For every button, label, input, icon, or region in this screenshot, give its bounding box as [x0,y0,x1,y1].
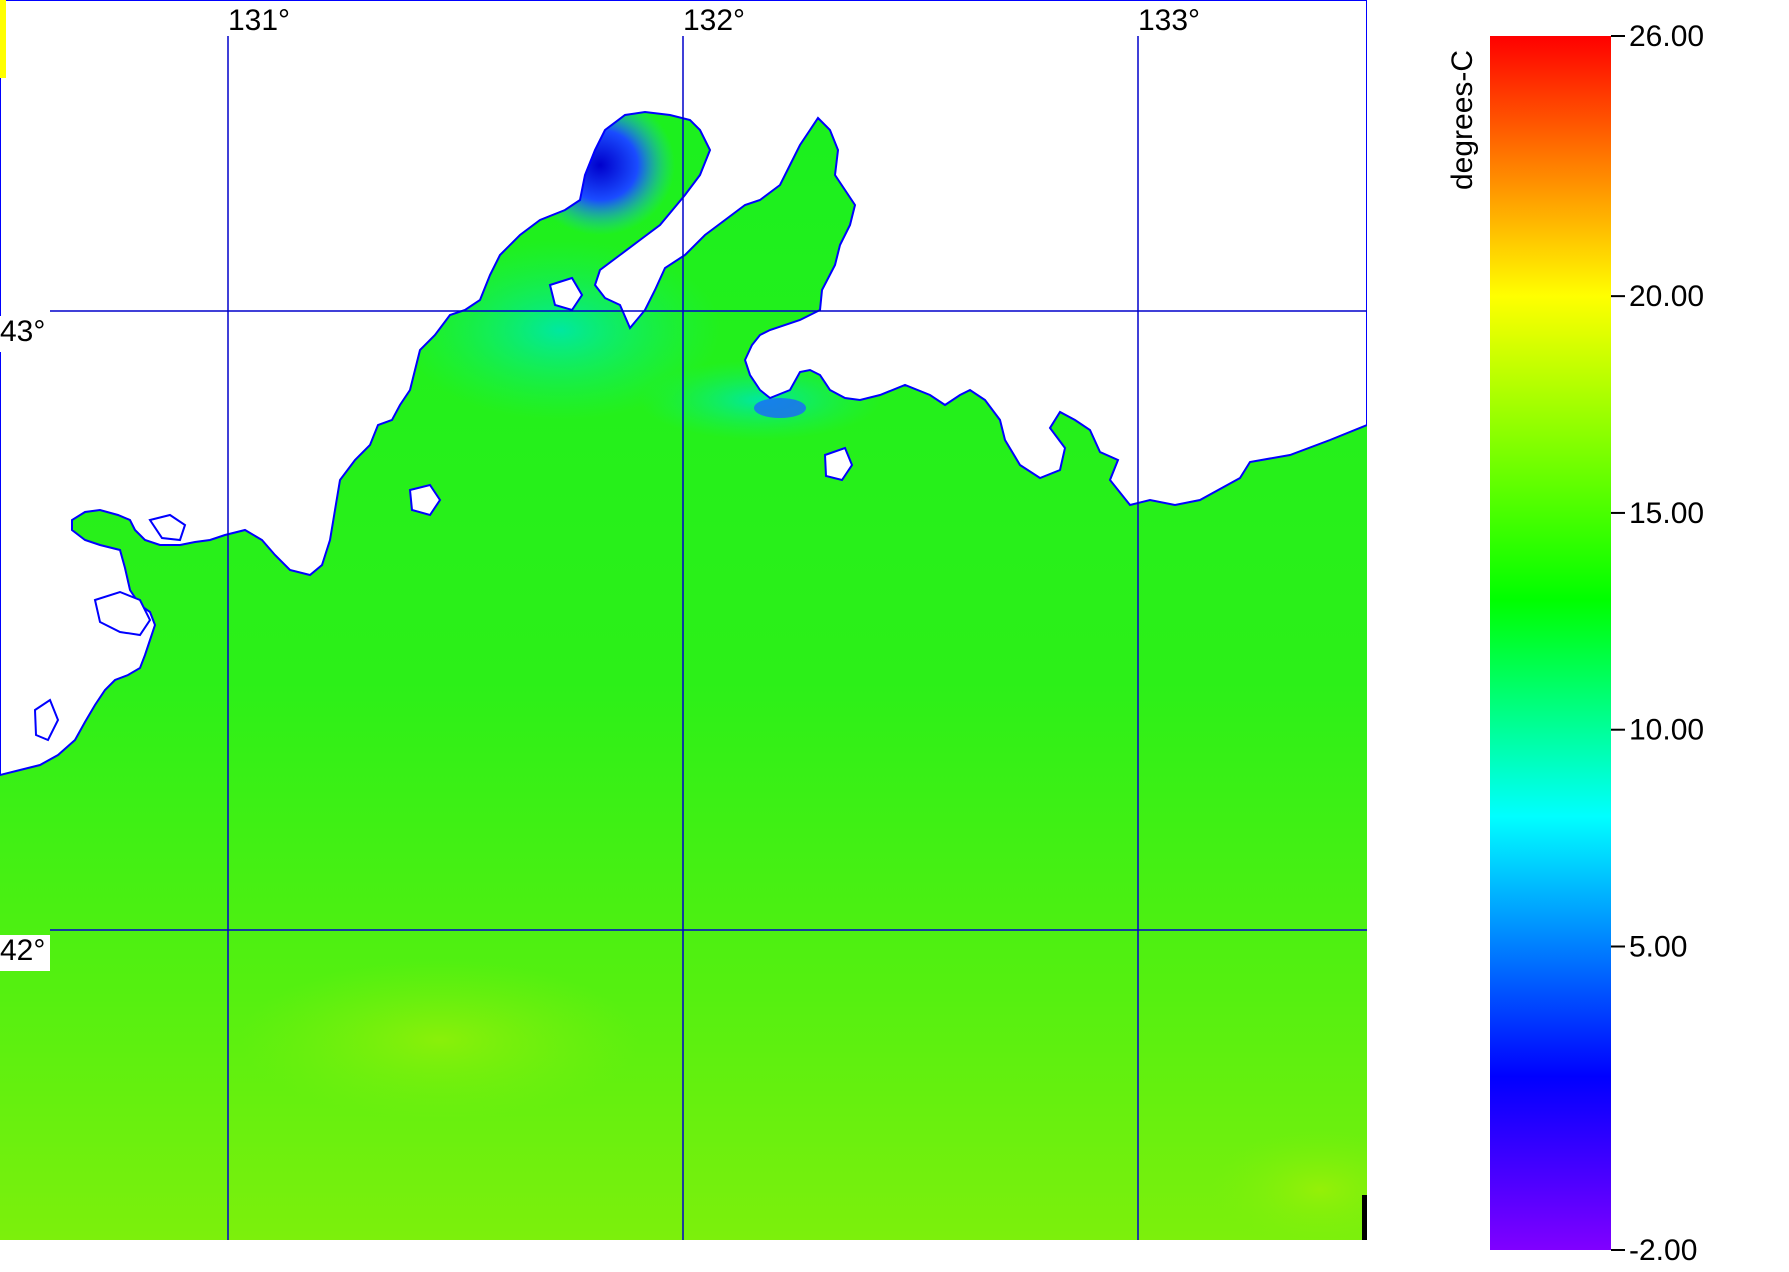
colorbar-tick-label: -2.00 [1629,1234,1697,1267]
lon-label-132: 132° [683,4,745,37]
colorbar-tick-label: 5.00 [1629,931,1687,964]
island-3 [33,698,60,742]
colorbar-unit-label: degrees-C [1446,50,1479,190]
lon-label-133: 133° [1138,4,1200,37]
island-5 [548,276,584,312]
island-1 [93,590,152,637]
colorbar-tick-label: 26.00 [1629,20,1704,53]
island-6 [408,483,442,517]
island-2 [148,513,187,542]
graticule [50,36,1367,1240]
sst-field [0,0,1367,1240]
colorbar-ticks: 26.00 20.00 15.00 10.00 5.00 -2.00 [1611,20,1704,1267]
lon-label-131: 131° [228,4,290,37]
colorbar-tick-label: 10.00 [1629,714,1704,747]
corner-marker [0,0,6,78]
colorbar-tick-label: 15.00 [1629,497,1704,530]
land-mass [0,0,1367,777]
lat-label-42: 42° [0,934,45,967]
colorbar: 26.00 20.00 15.00 10.00 5.00 -2.00 degrees-C [1446,20,1704,1267]
colorbar-tick-label: 20.00 [1629,280,1704,313]
colorbar-gradient [1490,36,1611,1250]
island-4 [823,446,854,482]
lat-label-43: 43° [0,315,45,348]
